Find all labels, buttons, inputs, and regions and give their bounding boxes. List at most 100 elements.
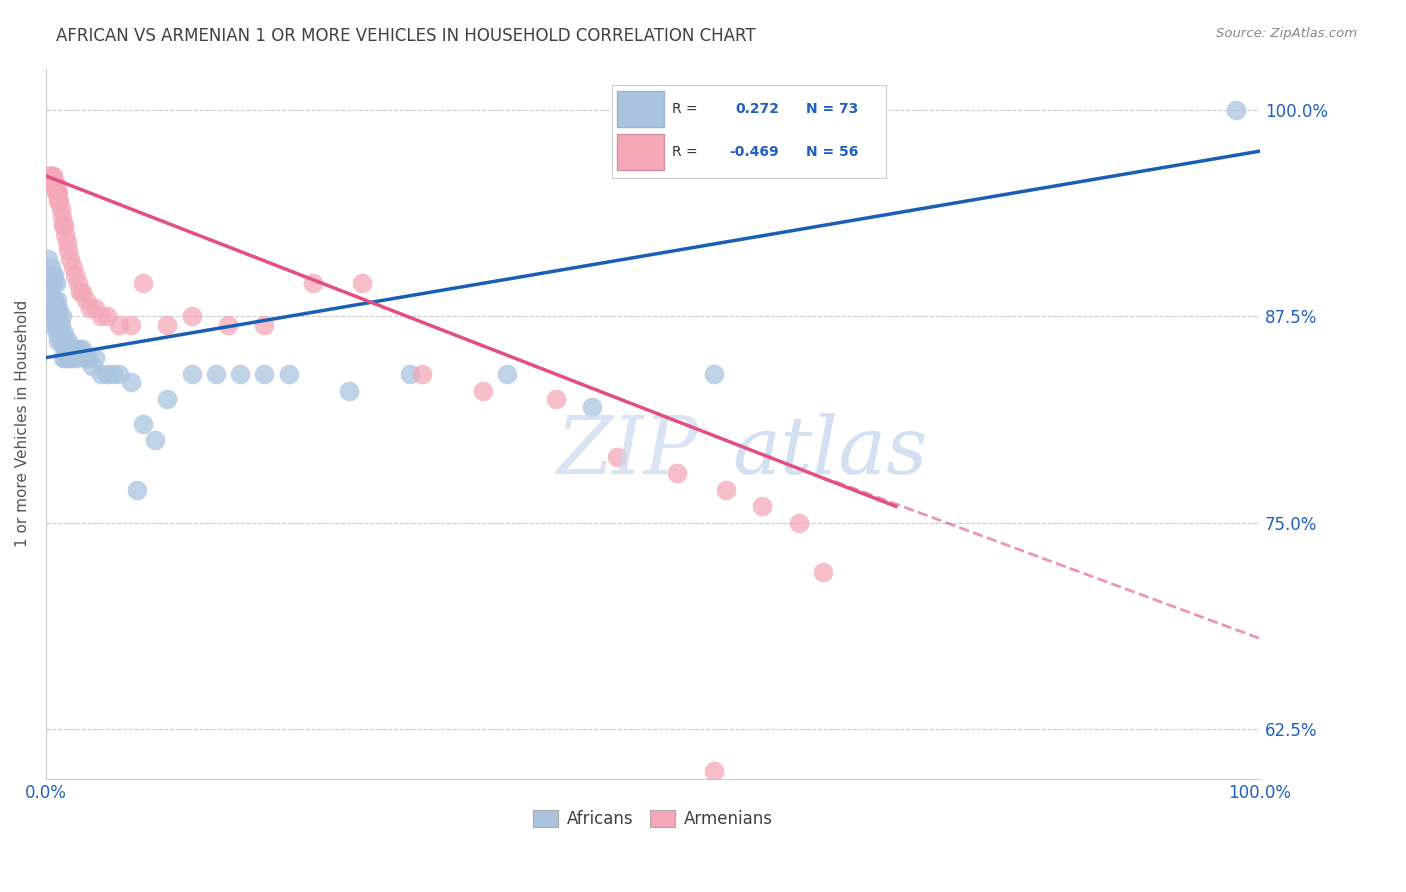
Point	[253, 367, 276, 381]
Point	[544, 392, 567, 406]
Point	[205, 367, 228, 381]
Point	[55, 227, 77, 241]
FancyBboxPatch shape	[617, 135, 664, 170]
Text: R =: R =	[672, 102, 697, 116]
Point	[52, 351, 75, 365]
Point	[41, 268, 63, 282]
Point	[714, 483, 737, 497]
Point	[73, 351, 96, 365]
FancyBboxPatch shape	[617, 91, 664, 127]
Point	[277, 367, 299, 381]
Point	[69, 285, 91, 299]
Point	[56, 334, 79, 348]
Point	[751, 500, 773, 514]
Point	[69, 343, 91, 357]
Point	[605, 450, 627, 464]
Point	[37, 169, 59, 183]
Point	[45, 301, 67, 315]
Point	[45, 326, 67, 340]
Point	[1225, 103, 1247, 117]
Point	[39, 277, 62, 291]
Point	[180, 310, 202, 324]
Point	[83, 301, 105, 315]
Text: AFRICAN VS ARMENIAN 1 OR MORE VEHICLES IN HOUSEHOLD CORRELATION CHART: AFRICAN VS ARMENIAN 1 OR MORE VEHICLES I…	[56, 27, 756, 45]
Text: N = 56: N = 56	[806, 145, 859, 159]
Point	[66, 343, 89, 357]
Point	[42, 177, 65, 191]
Point	[51, 211, 73, 225]
Point	[45, 177, 67, 191]
Point	[55, 343, 77, 357]
Point	[45, 277, 67, 291]
Point	[63, 343, 86, 357]
Point	[787, 516, 810, 530]
Point	[42, 277, 65, 291]
Point	[46, 194, 69, 208]
Point	[59, 252, 82, 266]
Point	[96, 310, 118, 324]
Text: R =: R =	[672, 145, 697, 159]
Point	[132, 417, 155, 431]
Point	[62, 260, 84, 274]
Point	[38, 169, 60, 183]
Point	[399, 367, 422, 381]
Point	[49, 334, 72, 348]
Point	[229, 367, 252, 381]
Point	[101, 367, 124, 381]
Point	[44, 177, 66, 191]
Point	[52, 219, 75, 233]
Point	[39, 260, 62, 274]
Point	[52, 334, 75, 348]
Point	[156, 392, 179, 406]
Point	[55, 235, 77, 249]
Point	[44, 293, 66, 307]
Text: atlas: atlas	[733, 413, 927, 491]
Point	[125, 483, 148, 497]
Point	[107, 367, 129, 381]
Point	[51, 310, 73, 324]
Point	[180, 367, 202, 381]
Point	[55, 351, 77, 365]
Point	[46, 334, 69, 348]
Point	[90, 310, 112, 324]
Text: Source: ZipAtlas.com: Source: ZipAtlas.com	[1216, 27, 1357, 40]
Point	[66, 277, 89, 291]
Point	[703, 764, 725, 778]
Point	[703, 367, 725, 381]
Text: -0.469: -0.469	[730, 145, 779, 159]
Point	[53, 219, 76, 233]
Point	[45, 310, 67, 324]
Point	[253, 318, 276, 332]
Point	[302, 277, 325, 291]
Point	[63, 351, 86, 365]
Point	[62, 343, 84, 357]
Point	[46, 186, 69, 200]
Point	[496, 367, 519, 381]
Point	[42, 310, 65, 324]
Point	[39, 293, 62, 307]
Point	[41, 318, 63, 332]
Point	[39, 169, 62, 183]
Point	[156, 318, 179, 332]
Point	[120, 318, 142, 332]
Point	[59, 343, 82, 357]
Point	[82, 359, 104, 373]
Point	[411, 367, 433, 381]
Point	[60, 351, 83, 365]
Point	[90, 367, 112, 381]
Point	[55, 334, 77, 348]
Point	[217, 318, 239, 332]
Point	[37, 277, 59, 291]
Point	[48, 310, 70, 324]
Point	[45, 186, 67, 200]
Point	[107, 318, 129, 332]
Point	[44, 310, 66, 324]
Point	[53, 326, 76, 340]
Point	[132, 277, 155, 291]
Point	[46, 301, 69, 315]
Point	[44, 268, 66, 282]
Point	[42, 169, 65, 183]
Point	[51, 326, 73, 340]
Point	[48, 326, 70, 340]
Point	[45, 318, 67, 332]
